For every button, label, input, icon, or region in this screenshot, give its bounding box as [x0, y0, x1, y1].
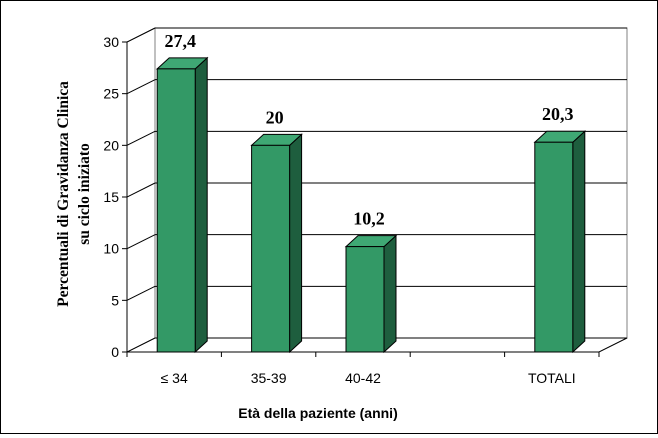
bar-side [289, 133, 303, 354]
data-label: 27,4 [164, 31, 196, 51]
gridline-diagonal [126, 130, 156, 146]
gridlines: 0 5 10 15 20 25 30 ≤ 34 35-39 40-42 TOTALI [103, 27, 627, 386]
y-tick-label: 20 [103, 137, 119, 153]
bar-side [572, 130, 586, 354]
y-axis-title-line2: su ciclo iniziato [76, 143, 93, 245]
y-tick-label: 15 [103, 189, 119, 205]
x-axis-title: Età della paziente (anni) [238, 405, 397, 421]
y-axis-title-line1: Percentuali di Gravidanza Clinica [55, 81, 72, 307]
gridline-diagonal [126, 234, 156, 250]
bar-side [194, 56, 208, 354]
x-tick-label: ≤ 34 [161, 370, 188, 386]
x-tick-label: 40-42 [345, 370, 381, 386]
gridline-diagonal [126, 285, 156, 301]
gridline-diagonal [126, 79, 156, 95]
y-tick-label: 25 [103, 86, 119, 102]
x-tick-label: 35-39 [251, 370, 287, 386]
bar [534, 141, 574, 353]
data-label: 20,3 [542, 104, 574, 124]
y-tick-label: 10 [103, 241, 119, 257]
y-tick-label: 5 [111, 292, 119, 308]
bar-side [383, 234, 397, 354]
x-tick-label: TOTALI [528, 370, 576, 386]
gridline-diagonal [126, 182, 156, 198]
bar [345, 246, 385, 353]
y-tick-label: 30 [103, 34, 119, 50]
bars: 27,4 20 10,2 20,3 [155, 31, 587, 354]
bar [156, 68, 196, 353]
y-tick-label: 0 [111, 344, 119, 360]
data-label: 20 [266, 107, 284, 127]
bar [251, 144, 291, 353]
data-label: 10,2 [353, 209, 385, 229]
gridline-diagonal [126, 27, 156, 43]
